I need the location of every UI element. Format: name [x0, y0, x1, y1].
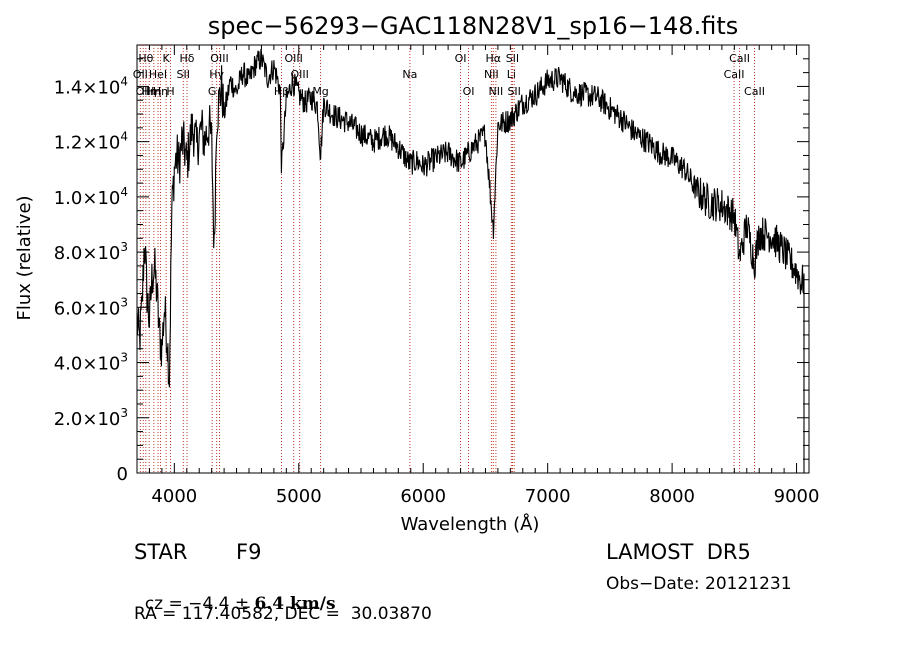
y-tick-label: 2.0×103: [54, 406, 128, 430]
line-label-19: OI: [455, 52, 467, 65]
redshift-cz: cz = −4.4 ± 6.4 km/s: [134, 574, 336, 614]
y-tick-label: 6.0×103: [54, 295, 128, 319]
cz-error: 6.4 km/s: [254, 594, 336, 614]
line-label-11: G: [208, 85, 217, 98]
chart-title: spec−56293−GAC118N28V1_sp16−148.fits: [208, 12, 738, 40]
x-tick-label: 8000: [649, 486, 695, 507]
x-tick-label: 7000: [525, 486, 571, 507]
cz-prefix: cz = −4.4 ±: [144, 594, 255, 614]
line-label-14: Hβ: [274, 85, 289, 98]
x-tick-label: 6000: [400, 486, 446, 507]
line-label-0: OII: [133, 68, 148, 81]
x-axis-ticks: 4000 5000 6000 7000 8000 9000: [136, 45, 820, 507]
line-label-27: CaII: [724, 68, 745, 81]
line-label-10: Hδ: [180, 52, 195, 65]
line-label-7: K: [163, 52, 171, 65]
emission-line-labels: OIIOIIHθHηHηHeIHηKHSIIHδGHγOIIIHβOIIIOII…: [133, 52, 765, 98]
x-tick-label: 4000: [151, 486, 197, 507]
line-label-13: OIII: [210, 52, 228, 65]
line-label-16: OIII: [290, 68, 308, 81]
line-label-29: CaII: [744, 85, 765, 98]
line-label-18: Na: [402, 68, 417, 81]
line-label-17: Mg: [312, 85, 328, 98]
y-tick-label: 1.2×104: [54, 130, 128, 154]
line-label-2: Hθ: [138, 52, 153, 65]
ra-dec: RA = 117.40582, DEC = 30.03870: [134, 604, 432, 624]
spectrum-line: [136, 48, 805, 473]
line-label-3: Hη: [142, 85, 157, 98]
y-axis-ticks: 0 2.0×103 4.0×103 6.0×103 8.0×103 1.0×104 1.2×…: [54, 58, 809, 485]
line-label-12: Hγ: [209, 68, 224, 81]
line-label-5: HeI: [149, 68, 167, 81]
y-tick-label: 0: [117, 464, 128, 485]
line-label-9: SII: [177, 68, 190, 81]
survey-label: LAMOST DR5: [606, 540, 751, 564]
y-axis-label: Flux (relative): [14, 195, 35, 320]
line-label-1: OII: [136, 85, 151, 98]
line-label-15: OIII: [284, 52, 302, 65]
line-label-8: H: [166, 85, 174, 98]
line-label-24: Li: [507, 68, 516, 81]
x-tick-label: 9000: [774, 486, 820, 507]
object-subclass: F9: [236, 540, 262, 564]
obs-date: Obs−Date: 20121231: [606, 574, 792, 594]
x-tick-label: 5000: [276, 486, 322, 507]
line-label-22: Hα: [486, 52, 502, 65]
line-label-28: CaII: [729, 52, 750, 65]
object-class: STAR: [134, 540, 188, 564]
line-label-6: Hη: [153, 85, 168, 98]
y-tick-label: 8.0×103: [54, 240, 128, 264]
line-label-23: NII: [489, 85, 504, 98]
emission-line-markers: [139, 45, 755, 473]
y-tick-label: 1.0×104: [54, 185, 128, 209]
line-label-26: SII: [507, 85, 520, 98]
plot-frame: [136, 44, 810, 474]
line-label-25: SII: [506, 52, 519, 65]
line-label-21: NII: [484, 68, 499, 81]
x-axis-label: Wavelength (Å): [401, 513, 540, 535]
line-label-4: Hη: [146, 85, 161, 98]
y-tick-label: 4.0×103: [54, 351, 128, 375]
line-label-20: OI: [463, 85, 475, 98]
series-group: [136, 48, 805, 473]
y-tick-label: 1.4×104: [54, 74, 128, 98]
